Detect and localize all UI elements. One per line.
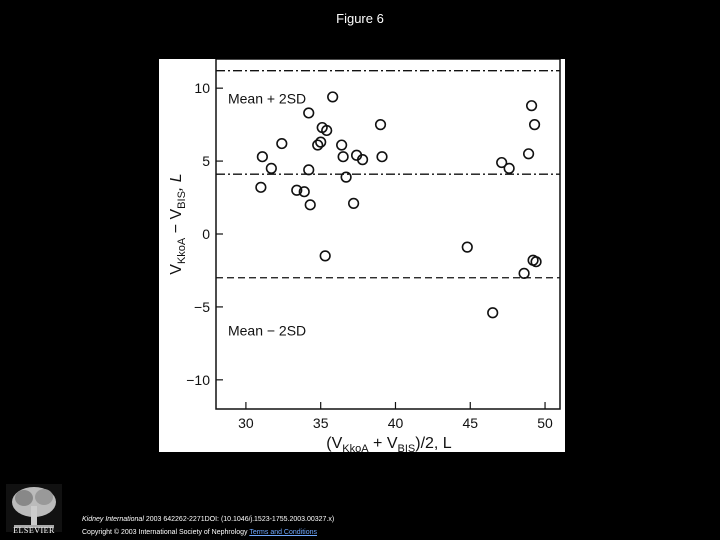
data-point-7 <box>304 199 316 211</box>
data-point-8 <box>303 107 315 119</box>
figure-panel: 30 35 40 45 50 10 5 0 −5 −10 Mean + 2SD Mean − 2S… <box>159 59 565 452</box>
data-point-16 <box>337 151 349 163</box>
annotation-1: Mean − 2SD <box>228 322 306 338</box>
y-tick-label-3: −5 <box>194 299 210 315</box>
data-point-3 <box>276 137 288 150</box>
reference-lines <box>216 70 560 279</box>
journal-name: Kidney International <box>82 516 144 523</box>
data-point-29 <box>525 100 538 112</box>
citation-details: 2003 642262-2271DOI: (10.1046/j.1523-175… <box>143 516 335 523</box>
data-point-25 <box>496 156 508 169</box>
data-point-27 <box>522 148 535 160</box>
data-point-6 <box>303 164 315 176</box>
data-point-0 <box>256 151 268 163</box>
slide-title: Figure 6 <box>336 11 384 26</box>
data-points <box>255 91 542 319</box>
data-point-12 <box>321 124 333 137</box>
data-point-10 <box>315 136 327 148</box>
copyright-line: Copyright © 2003 International Society o… <box>82 529 317 536</box>
x-tick-label-4: 50 <box>537 415 553 431</box>
data-point-19 <box>348 197 360 209</box>
annotations: Mean + 2SD Mean − 2SD <box>228 90 306 338</box>
x-axis: 30 35 40 45 50 <box>238 402 553 431</box>
data-point-24 <box>487 307 499 319</box>
plot-area-frame <box>215 59 561 410</box>
copyright-text: Copyright © 2003 International Society o… <box>82 529 248 536</box>
data-point-1 <box>265 162 277 174</box>
data-point-9 <box>312 139 324 151</box>
terms-and-conditions-link[interactable]: Terms and Conditions <box>249 529 318 536</box>
data-point-20 <box>356 154 369 166</box>
y-tick-label-2: 0 <box>202 226 210 242</box>
y-axis-label: VKkoA − VBIS, L <box>168 173 188 274</box>
x-tick-label-2: 40 <box>388 415 404 431</box>
citation: Kidney International 2003 642262-2271DOI… <box>82 516 334 523</box>
data-point-32 <box>530 256 542 268</box>
data-point-17 <box>340 171 352 183</box>
data-point-26 <box>503 162 515 174</box>
x-tick-label-1: 35 <box>313 415 329 431</box>
elsevier-logo-text: ELSEVIER <box>13 526 55 535</box>
x-axis-label: (VKkoA + VBIS)/2, L <box>326 435 452 452</box>
data-point-2 <box>255 181 267 193</box>
data-point-15 <box>336 139 348 151</box>
x-tick-label-0: 30 <box>238 415 254 431</box>
elsevier-tree-logo <box>6 484 62 532</box>
y-axis: 10 5 0 −5 −10 <box>186 80 223 388</box>
data-point-30 <box>528 119 541 131</box>
y-tick-label-1: 5 <box>202 153 210 169</box>
data-point-21 <box>374 119 387 131</box>
y-tick-label-0: 10 <box>194 80 210 96</box>
x-tick-label-3: 45 <box>462 415 478 431</box>
data-point-4 <box>291 184 303 196</box>
data-point-5 <box>298 186 310 198</box>
data-point-14 <box>319 250 331 262</box>
data-point-23 <box>461 241 473 253</box>
y-tick-label-4: −10 <box>186 372 210 388</box>
annotation-0: Mean + 2SD <box>228 90 306 106</box>
data-point-22 <box>376 151 388 163</box>
data-point-13 <box>327 91 339 103</box>
data-point-28 <box>518 267 530 279</box>
